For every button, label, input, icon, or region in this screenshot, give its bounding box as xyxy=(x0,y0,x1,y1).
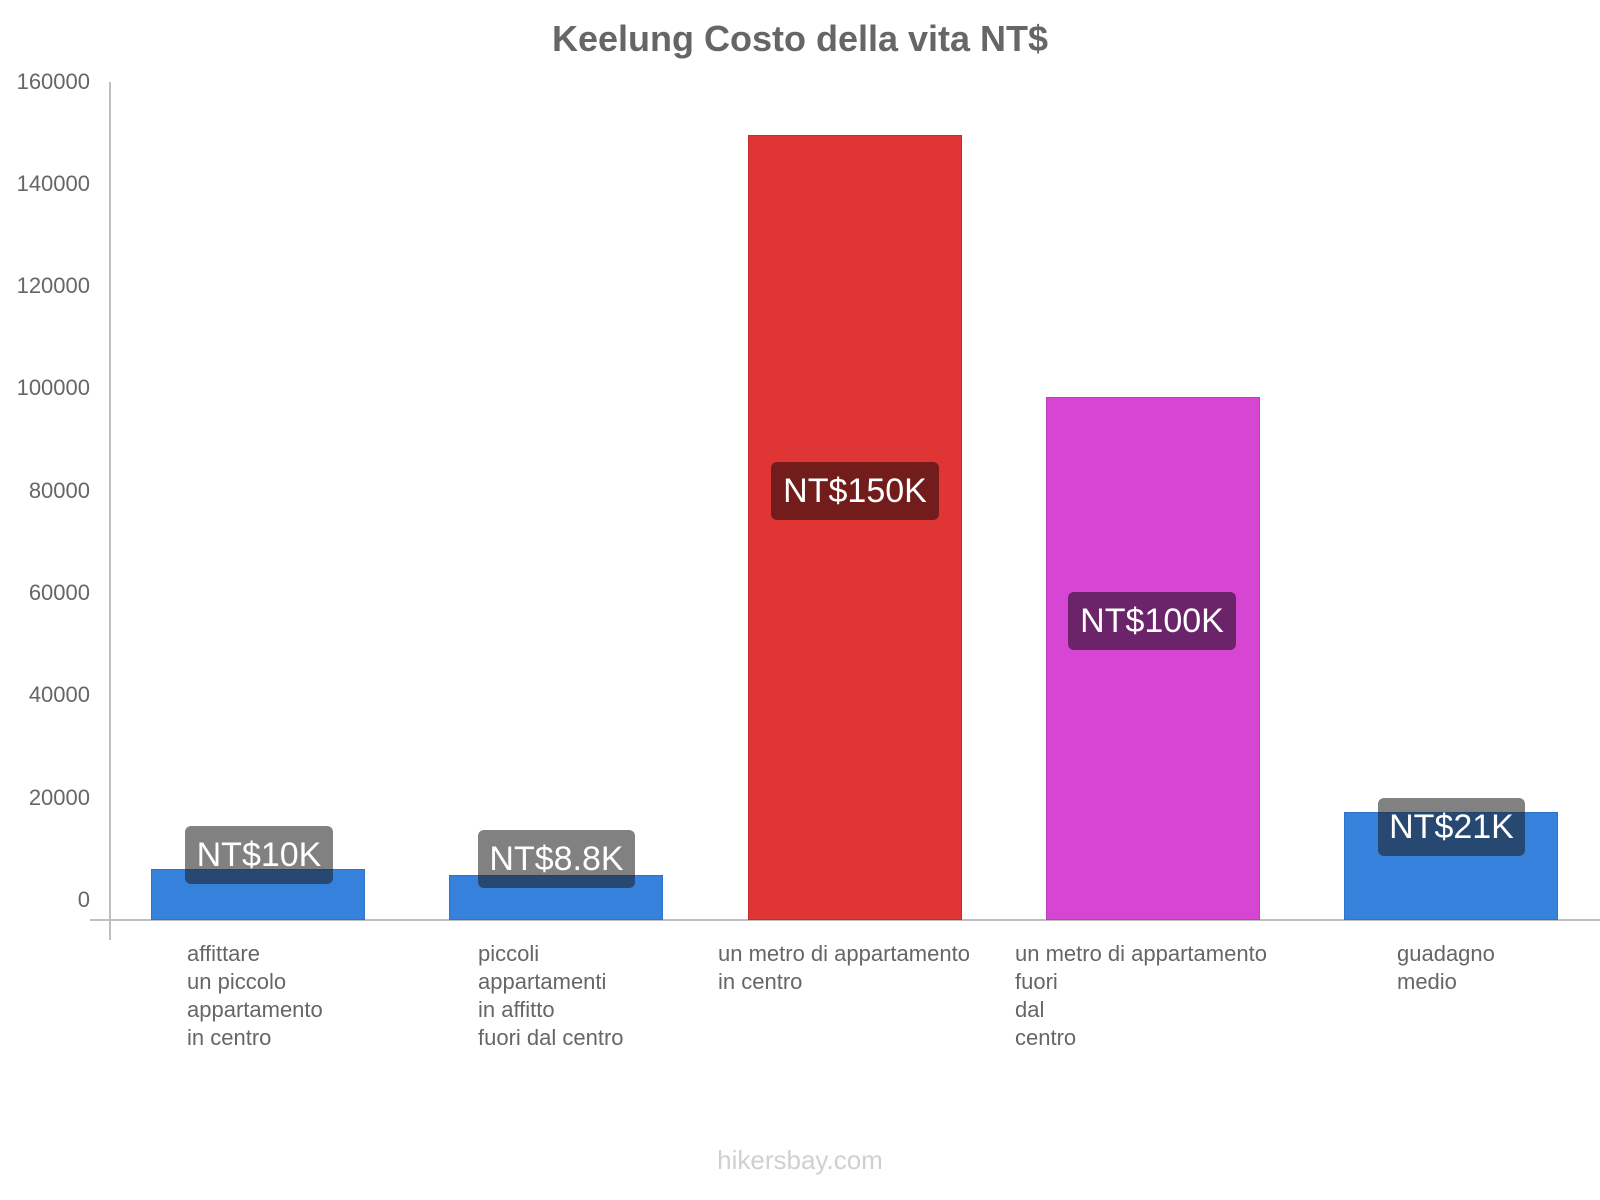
y-tick-label: 100000 xyxy=(16,375,90,400)
y-tick-label: 80000 xyxy=(28,478,90,503)
value-label: NT$10K xyxy=(185,826,333,884)
y-tick-label: 40000 xyxy=(28,682,90,707)
y-tick-label: 60000 xyxy=(28,580,90,605)
y-tick-label: 140000 xyxy=(16,171,90,196)
value-label: NT$100K xyxy=(1068,592,1236,650)
y-tick-label: 120000 xyxy=(16,273,90,298)
y-axis xyxy=(109,82,111,940)
value-label: NT$8.8K xyxy=(478,830,635,888)
x-tick-label: affittare un piccolo appartamento in cen… xyxy=(187,941,323,1050)
y-tick-label: 0 xyxy=(77,887,90,912)
x-tick-label: guadagno medio xyxy=(1397,941,1495,994)
y-tick-label: 160000 xyxy=(16,69,90,94)
watermark: hikersbay.com xyxy=(717,1145,883,1175)
x-tick-label: un metro di appartamento in centro xyxy=(718,941,970,994)
x-axis xyxy=(90,919,1600,921)
x-tick-label: piccoli appartamenti in affitto fuori da… xyxy=(478,941,624,1050)
value-label: NT$150K xyxy=(771,462,939,520)
bar-sqm-outside[interactable] xyxy=(1046,397,1260,920)
y-tick-label: 20000 xyxy=(28,785,90,810)
value-label: NT$21K xyxy=(1378,798,1525,856)
chart-title: Keelung Costo della vita NT$ xyxy=(551,18,1049,59)
bar-sqm-center[interactable] xyxy=(748,135,962,920)
x-tick-label: un metro di appartamento fuori dal centr… xyxy=(1015,941,1267,1050)
